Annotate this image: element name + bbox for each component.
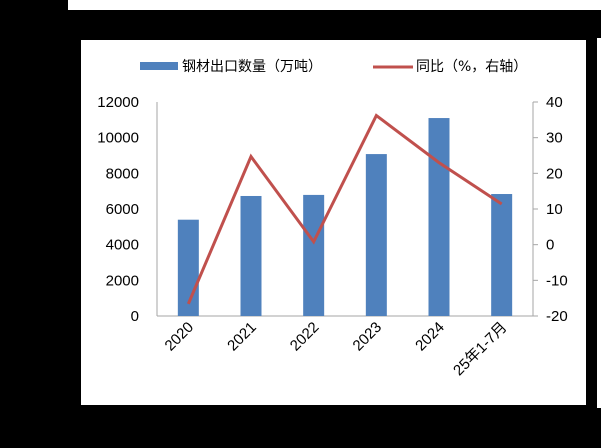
category-label: 2024 bbox=[412, 319, 448, 355]
bar-series bbox=[177, 118, 513, 316]
category-label: 2023 bbox=[350, 319, 386, 355]
right-tick-label: 0 bbox=[546, 237, 554, 254]
category-label: 2020 bbox=[162, 319, 198, 355]
legend: 钢材出口数量（万吨） 同比（%，右轴） bbox=[140, 59, 527, 75]
bar-25年1-7月 bbox=[491, 194, 513, 316]
legend-line-label: 同比（%，右轴） bbox=[416, 59, 527, 75]
right-tick-label: -10 bbox=[546, 272, 568, 289]
left-tick-label: 10000 bbox=[97, 130, 139, 147]
right-edge-strip bbox=[597, 38, 601, 408]
right-axis-ticks bbox=[533, 101, 538, 317]
right-axis-tick-labels: -20 -10 0 10 20 30 40 bbox=[546, 94, 568, 325]
left-tick-label: 6000 bbox=[106, 201, 139, 218]
chart-svg: 钢材出口数量（万吨） 同比（%，右轴） 02000400060008000100… bbox=[97, 59, 568, 379]
right-tick-label: 30 bbox=[546, 130, 563, 147]
left-tick-label: 8000 bbox=[106, 165, 139, 182]
left-tick-label: 0 bbox=[131, 308, 139, 325]
chart-panel: 钢材出口数量（万吨） 同比（%，右轴） 0 2000 4000 6000 8000 100… bbox=[81, 40, 586, 405]
x-axis-category-labels: 2020 2021 2022 2023 2024 25年1-7月 bbox=[162, 319, 511, 379]
right-tick-label: 10 bbox=[546, 201, 563, 218]
top-strip bbox=[68, 0, 601, 10]
legend-bar-label: 钢材出口数量（万吨） bbox=[182, 59, 322, 75]
bar-2023 bbox=[365, 154, 387, 316]
left-axis-tick-labels: 0 2000 4000 6000 8000 10000 12000 bbox=[97, 94, 139, 325]
category-label: 2021 bbox=[224, 319, 260, 355]
left-tick-label: 4000 bbox=[106, 237, 139, 254]
right-tick-label: -20 bbox=[546, 308, 568, 325]
bar-2024 bbox=[428, 118, 450, 316]
legend-bar-swatch bbox=[140, 62, 178, 70]
right-tick-label: 20 bbox=[546, 165, 563, 182]
bar-2022 bbox=[303, 194, 325, 316]
yoy-line-series bbox=[186, 113, 503, 305]
category-label: 2022 bbox=[287, 319, 323, 355]
bar-2021 bbox=[240, 195, 262, 316]
left-tick-label: 12000 bbox=[97, 94, 139, 111]
left-tick-label: 2000 bbox=[106, 272, 139, 289]
category-label: 25年1-7月 bbox=[450, 319, 510, 379]
right-tick-label: 40 bbox=[546, 94, 563, 111]
